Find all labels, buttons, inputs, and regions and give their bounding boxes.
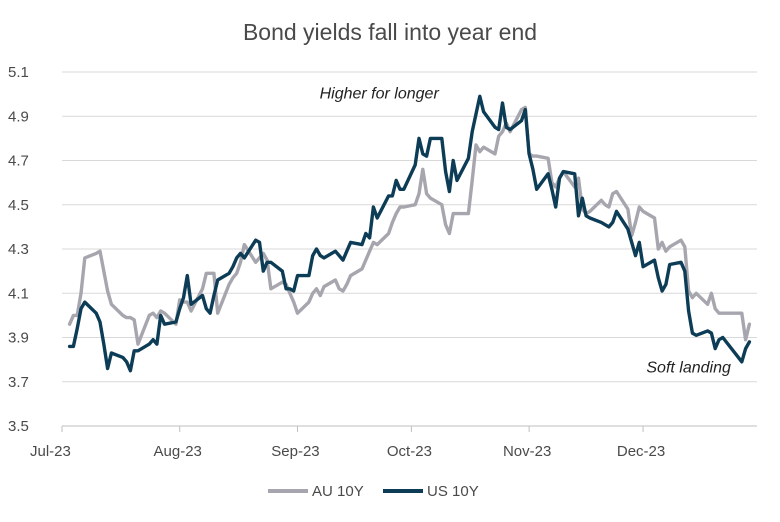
y-tick-label: 3.7 (8, 374, 29, 391)
x-tick-label: Dec-23 (617, 443, 665, 460)
x-tick-label: Nov-23 (503, 443, 551, 460)
y-axis-tick-labels: 3.5 3.7 3.9 4.1 4.3 4.5 4.7 4.9 5.1 (8, 64, 29, 435)
y-tick-label: 3.5 (8, 418, 29, 435)
y-tick-label: 4.9 (8, 108, 29, 125)
legend-label-au-10y: AU 10Y (312, 483, 364, 500)
series-lines (67, 94, 752, 373)
x-tick-label: Jul-23 (30, 443, 71, 460)
gridlines (62, 71, 757, 383)
y-tick-label: 3.9 (8, 330, 29, 347)
series-line-us-10y (67, 94, 752, 373)
y-tick-label: 5.1 (8, 64, 29, 81)
annotation-soft-landing: Soft landing (646, 360, 731, 377)
y-tick-label: 4.3 (8, 241, 29, 258)
legend: AU 10Y US 10Y (268, 483, 479, 500)
series-line-au-10y (67, 105, 752, 346)
x-tick-label: Sep-23 (271, 443, 319, 460)
x-tick-label: Aug-23 (154, 443, 202, 460)
legend-label-us-10y: US 10Y (427, 483, 479, 500)
y-tick-label: 4.7 (8, 153, 29, 170)
x-axis-tick-labels: Jul-23 Aug-23 Sep-23 Oct-23 Nov-23 Dec-23 (30, 426, 665, 460)
y-tick-label: 4.1 (8, 285, 29, 302)
annotation-higher-for-longer: Higher for longer (320, 85, 440, 102)
chart-title: Bond yields fall into year end (243, 19, 537, 45)
x-tick-label: Oct-23 (387, 443, 432, 460)
y-tick-label: 4.5 (8, 197, 29, 214)
annotations: Higher for longer Soft landing (320, 85, 731, 376)
